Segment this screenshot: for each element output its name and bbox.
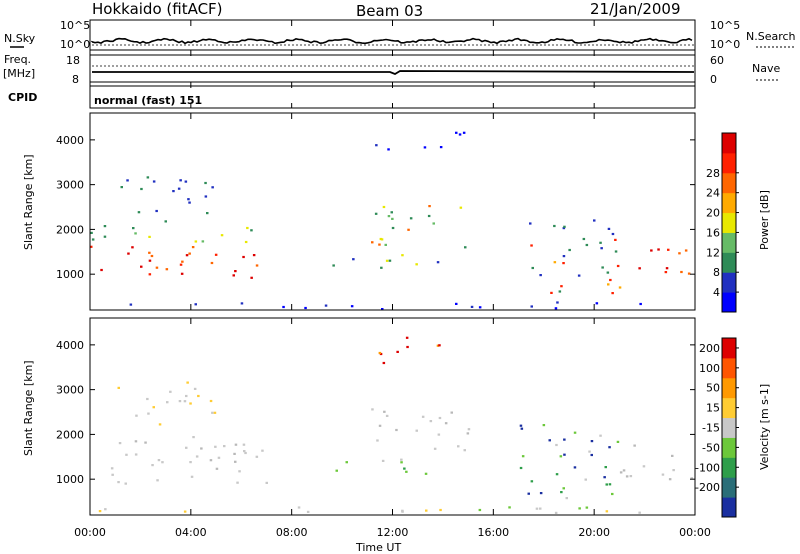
cpid-mode-text: normal (fast) 151 [94, 94, 202, 107]
noise-sky-label: N.Sky [4, 32, 36, 45]
velocity-colorbar-label: Velocity [m s-1] [758, 384, 771, 470]
date-title: 21/Jan/2009 [590, 0, 681, 18]
freq-left-tick-top: 18 [66, 54, 80, 67]
power-colorbar-tick: 4 [713, 286, 720, 299]
velocity-ytick-label: 4000 [56, 339, 84, 352]
time-tick-label: 08:00 [276, 526, 308, 539]
velocity-colorbar-segment [722, 477, 736, 498]
power-colorbar-segment [722, 252, 736, 273]
cpid-panel: CPID normal (fast) 151 [8, 85, 696, 109]
velocity-colorbar-segment [722, 417, 736, 438]
velocity-colorbar-tick: -100 [695, 461, 720, 474]
velocity-colorbar-tick: -200 [695, 481, 720, 494]
power-colorbar-segment [722, 232, 736, 253]
velocity-colorbar-segment [722, 338, 736, 359]
noise-sky-trace [91, 37, 693, 45]
time-tick-label: 00:00 [74, 526, 106, 539]
time-tick-label: 12:00 [377, 526, 409, 539]
velocity-colorbar-tick: -50 [702, 441, 720, 454]
velocity-ylabel: Slant Range [km] [22, 360, 35, 456]
power-colorbar-segment [722, 272, 736, 293]
freq-panel: Freq. [MHz] 18 8 60 0 Nave [3, 53, 780, 86]
power-colorbar-segment [722, 172, 736, 194]
velocity-panel: 1000 2000 3000 4000 Slant Range [km] 200 100… [22, 317, 771, 518]
power-ytick-label: 4000 [56, 134, 84, 147]
noise-left-tick-top: 10^5 [60, 19, 90, 32]
noise-panel: N.Sky 10^5 10^0 10^5 10^0 N.Search [4, 19, 796, 51]
power-colorbar-segment [722, 212, 736, 233]
velocity-colorbar-segment [722, 457, 736, 478]
noise-search-label: N.Search [746, 30, 796, 43]
power-colorbar-tick: 24 [706, 187, 720, 200]
power-ylabel: Slant Range [km] [22, 154, 35, 250]
noise-right-tick-bottom: 10^0 [710, 38, 740, 51]
velocity-colorbar-segment [722, 377, 736, 399]
noise-left-tick-bottom: 10^0 [60, 38, 90, 51]
freq-left-tick-bottom: 8 [72, 73, 79, 86]
velocity-colorbar-segment [722, 397, 736, 419]
power-colorbar-segment [722, 192, 736, 214]
time-tick-label: 00:00 [679, 526, 711, 539]
velocity-colorbar: 200 100 50 15 -15 -50 -100 -200 [695, 337, 739, 518]
nave-label: Nave [752, 62, 780, 75]
power-colorbar: 4 8 12 16 20 24 28 [706, 132, 739, 313]
velocity-colorbar-segment [722, 357, 736, 379]
time-tick-label: 20:00 [578, 526, 610, 539]
power-colorbar-tick: 8 [713, 266, 720, 279]
velocity-ytick-label: 3000 [56, 384, 84, 397]
velocity-ytick-label: 1000 [56, 473, 84, 486]
velocity-colorbar-tick: -15 [702, 422, 720, 435]
time-tick-label: 16:00 [477, 526, 509, 539]
power-colorbar-segment [722, 152, 736, 174]
velocity-colorbar-tick: 200 [699, 342, 720, 355]
power-colorbar-segment [722, 133, 736, 154]
cpid-label: CPID [8, 91, 37, 104]
velocity-data [98, 336, 693, 514]
power-panel: 1000 2000 3000 4000 Slant Range [km] 4 8 12 16… [22, 112, 771, 313]
power-colorbar-tick: 12 [706, 246, 720, 259]
freq-trace [92, 70, 695, 76]
power-colorbar-label: Power [dB] [758, 190, 771, 250]
power-ytick-label: 2000 [56, 223, 84, 236]
freq-label-line1: Freq. [4, 53, 31, 66]
beam-title: Beam 03 [356, 2, 423, 20]
velocity-colorbar-tick: 15 [706, 402, 720, 415]
power-colorbar-segment [722, 292, 736, 313]
nave-right-tick-bottom: 0 [710, 73, 717, 86]
station-title: Hokkaido (fitACF) [92, 0, 223, 18]
time-tick-label: 04:00 [175, 526, 207, 539]
power-colorbar-tick: 20 [706, 207, 720, 220]
nave-right-tick-top: 60 [710, 54, 724, 67]
power-ytick-label: 1000 [56, 268, 84, 281]
velocity-colorbar-tick: 100 [699, 362, 720, 375]
noise-right-tick-top: 10^5 [710, 19, 740, 32]
velocity-colorbar-segment [722, 437, 736, 458]
velocity-ytick-label: 2000 [56, 428, 84, 441]
freq-label-line2: [MHz] [3, 67, 35, 80]
velocity-colorbar-segment [722, 497, 736, 518]
power-data [90, 131, 691, 311]
power-colorbar-tick: 28 [706, 167, 720, 180]
velocity-colorbar-tick: 50 [706, 382, 720, 395]
time-axis-label: Time UT [355, 541, 401, 554]
time-axis: 00:00 04:00 08:00 12:00 16:00 20:00 00:00 [74, 20, 711, 539]
power-colorbar-tick: 16 [706, 226, 720, 239]
power-ytick-label: 3000 [56, 179, 84, 192]
